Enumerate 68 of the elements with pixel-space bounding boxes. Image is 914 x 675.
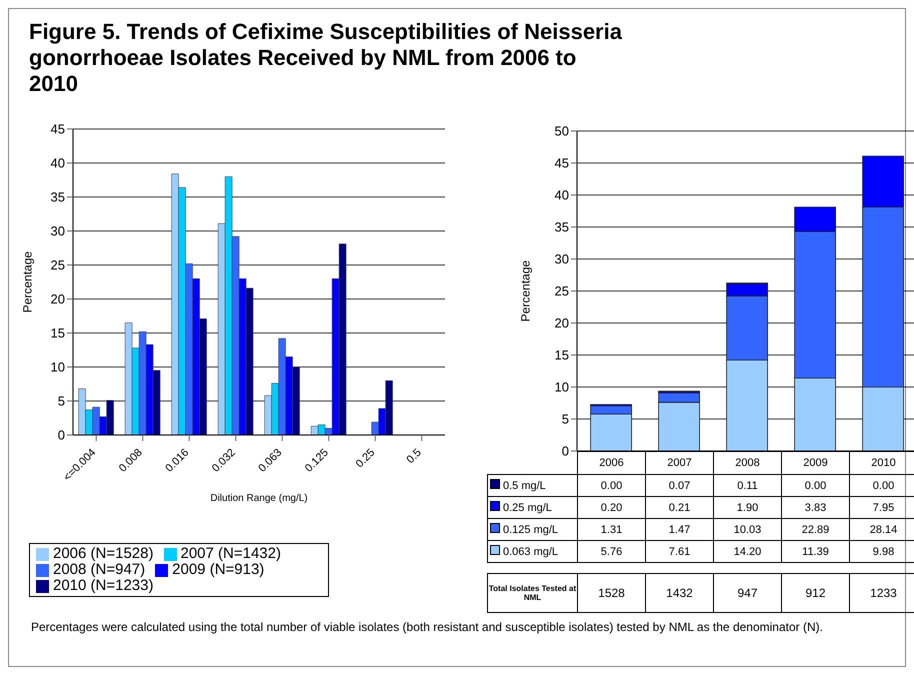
data-label: 1.47 bbox=[646, 518, 714, 540]
legend-label: 2006 (N=1528) bbox=[53, 545, 154, 562]
y-tick-label: 10 bbox=[554, 380, 569, 395]
legend-label: 2010 (N=1233) bbox=[53, 577, 154, 594]
legend-label: 2007 (N=1432) bbox=[180, 545, 281, 562]
x-axis-title: Dilution Range (mg/L) bbox=[210, 493, 308, 504]
chart-title: Figure 5. Trends of Cefixime Susceptibilities of Neisseria gonorrhoeae Isolates Received by NML from 2006 to 2010 bbox=[29, 19, 624, 97]
y-tick-label: 0 bbox=[58, 428, 65, 443]
data-label: 22.89 bbox=[782, 518, 850, 540]
y-tick-label: 25 bbox=[50, 258, 65, 273]
y-tick-label: 40 bbox=[50, 156, 65, 171]
y-tick-label: 35 bbox=[554, 220, 569, 235]
legend-label: 0.063 mg/L bbox=[488, 540, 578, 562]
x-tick-label: 2006 bbox=[578, 452, 646, 474]
y-tick-label: 30 bbox=[50, 224, 65, 239]
y-tick-label: 35 bbox=[50, 190, 65, 205]
data-label: 0.21 bbox=[646, 496, 714, 518]
legend-label: 2008 (N=947) bbox=[53, 561, 146, 578]
legend-label: 0.5 mg/L bbox=[488, 474, 578, 496]
text: 1233 bbox=[850, 574, 914, 612]
data-label: 0.11 bbox=[714, 474, 782, 496]
y-axis-title: Percentage bbox=[20, 250, 34, 313]
data-label: 0.20 bbox=[578, 496, 646, 518]
data-label: 10.03 bbox=[714, 518, 782, 540]
x-tick-label: 2008 bbox=[714, 452, 782, 474]
x-tick-label: 2009 bbox=[782, 452, 850, 474]
data-label: 5.76 bbox=[578, 540, 646, 562]
data-label: 0.07 bbox=[646, 474, 714, 496]
data-label: 14.20 bbox=[714, 540, 782, 562]
data-label: 0.00 bbox=[850, 474, 914, 496]
data-label: 28.14 bbox=[850, 518, 914, 540]
y-tick-label: 5 bbox=[58, 394, 65, 409]
x-tick-label: 2007 bbox=[646, 452, 714, 474]
legend-label: 2009 (N=913) bbox=[172, 561, 264, 578]
text: Total Isolates Tested at NML bbox=[488, 574, 578, 612]
legend-label: 0.25 mg/L bbox=[488, 496, 578, 518]
x-tick-label: 0.25 bbox=[354, 446, 378, 470]
x-tick-label: 0.5 bbox=[404, 446, 424, 466]
y-tick-label: 10 bbox=[50, 360, 65, 375]
data-label: 0.00 bbox=[782, 474, 850, 496]
legend-label: 0.125 mg/L bbox=[488, 518, 578, 540]
data-label: 7.95 bbox=[850, 496, 914, 518]
y-tick-label: 45 bbox=[50, 122, 65, 137]
data-label: 9.98 bbox=[850, 540, 914, 562]
y-tick-label: 20 bbox=[50, 292, 65, 307]
y-tick-label: 20 bbox=[554, 316, 569, 331]
data-label: 1.90 bbox=[714, 496, 782, 518]
text: 947 bbox=[714, 574, 782, 612]
data-label: 1.31 bbox=[578, 518, 646, 540]
y-tick-label: 40 bbox=[554, 188, 569, 203]
text: 912 bbox=[782, 574, 850, 612]
y-tick-label: 15 bbox=[50, 326, 65, 341]
y-tick-label: 0 bbox=[562, 444, 569, 459]
y-tick-label: 5 bbox=[562, 412, 569, 427]
text: 1528 bbox=[578, 574, 646, 612]
y-tick-label: 50 bbox=[554, 124, 569, 139]
data-label: 7.61 bbox=[646, 540, 714, 562]
text: 1432 bbox=[646, 574, 714, 612]
data-label: 0.00 bbox=[578, 474, 646, 496]
x-tick-label: 2010 bbox=[850, 452, 914, 474]
y-tick-label: 45 bbox=[554, 156, 569, 171]
y-tick-label: 15 bbox=[554, 348, 569, 363]
text: Percentages were calculated using the total number of viable isolates (both resistant and susceptible isolates) tested by NML as the denominator (N). bbox=[31, 619, 824, 635]
data-label: 11.39 bbox=[782, 540, 850, 562]
y-tick-label: 25 bbox=[554, 284, 569, 299]
data-label: 3.83 bbox=[782, 496, 850, 518]
y-tick-label: 30 bbox=[554, 252, 569, 267]
y-axis-title: Percentage bbox=[518, 260, 532, 322]
